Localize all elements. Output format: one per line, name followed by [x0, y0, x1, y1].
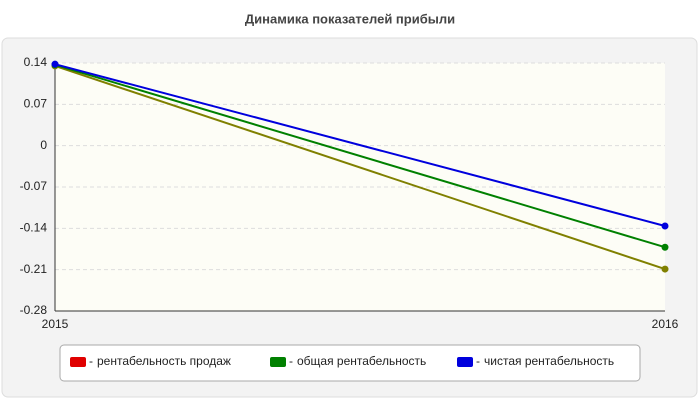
series-line [54, 63, 666, 249]
series-line [54, 65, 666, 271]
series-line [54, 63, 666, 227]
y-tick-label: -0.14 [20, 221, 48, 235]
legend-label: рентабельность продаж [97, 354, 231, 368]
y-tick-label: 0 [40, 138, 47, 152]
y-tick-label: -0.28 [20, 303, 48, 317]
legend-swatch [457, 357, 473, 367]
y-tick-label: -0.07 [20, 179, 48, 193]
legend-separator: - [476, 354, 480, 368]
legend-separator: - [89, 354, 93, 368]
data-point [661, 265, 669, 273]
legend-swatch [270, 357, 286, 367]
data-point [661, 222, 669, 230]
x-tick-label: 2015 [42, 317, 69, 331]
legend-label: общая рентабельность [297, 354, 426, 368]
y-tick-label: -0.21 [20, 262, 48, 276]
chart-title: Динамика показателей прибыли [245, 11, 455, 26]
legend-swatch [70, 357, 86, 367]
data-point [51, 60, 59, 68]
legend-label: чистая рентабельность [484, 354, 614, 368]
data-point [661, 243, 669, 251]
x-tick-label: 2016 [652, 317, 679, 331]
legend-separator: - [289, 354, 293, 368]
y-tick-label: 0.07 [24, 97, 48, 111]
legend [59, 344, 641, 382]
y-tick-label: 0.14 [24, 55, 48, 69]
